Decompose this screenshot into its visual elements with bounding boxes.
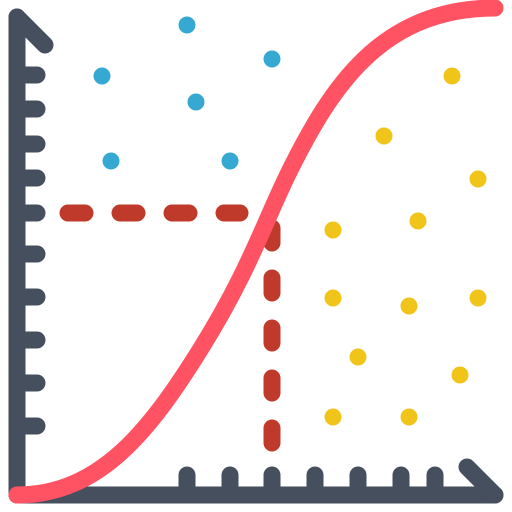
y-axis-arrow-icon — [8, 8, 54, 54]
blue-dot — [93, 67, 111, 85]
guide-lines — [59, 204, 281, 454]
x-axis — [8, 458, 504, 504]
blue-dot — [263, 50, 281, 68]
yellow-dot — [469, 289, 487, 307]
class-a-dots — [93, 16, 281, 170]
yellow-dot — [324, 289, 342, 307]
yellow-dot — [469, 170, 487, 188]
yellow-dot — [451, 366, 469, 384]
class-b-dots — [324, 67, 487, 426]
yellow-dot — [400, 297, 418, 315]
blue-dot — [178, 16, 196, 34]
yellow-dot — [409, 212, 427, 230]
yellow-dot — [349, 348, 367, 366]
x-axis-ticks — [178, 466, 444, 504]
blue-dot — [221, 152, 239, 170]
s-curve — [8, 0, 504, 504]
x-axis-arrow-icon — [458, 458, 504, 504]
yellow-dot — [443, 67, 461, 85]
y-axis — [8, 8, 54, 504]
yellow-dot — [324, 221, 342, 239]
y-axis-ticks — [8, 66, 46, 435]
yellow-dot — [324, 408, 342, 426]
blue-dot — [187, 93, 205, 111]
yellow-dot — [375, 127, 393, 145]
blue-dot — [102, 152, 120, 170]
yellow-dot — [400, 408, 418, 426]
